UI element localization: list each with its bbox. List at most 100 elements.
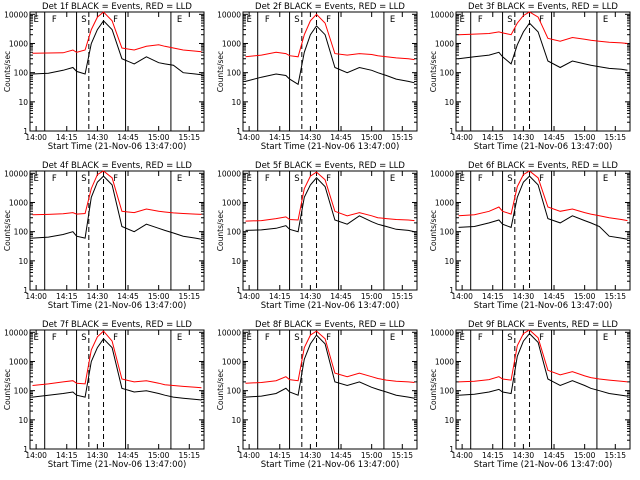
x-tick-label: 15:15 xyxy=(391,133,413,142)
plot-frame xyxy=(455,11,631,132)
x-tick-label: 14:30 xyxy=(300,451,322,460)
panel-det-5: Det 5f BLACK = Events, RED = LLD E F S F E 1 10… xyxy=(216,161,418,311)
y-tick-label: 1000 xyxy=(9,198,28,207)
y-tick-label: 10000 xyxy=(430,328,454,337)
y-tick-label: 1000 xyxy=(435,198,454,207)
x-tick-label: 14:45 xyxy=(543,451,565,460)
x-tick-label: 15:00 xyxy=(574,133,596,142)
x-tick-label: 15:15 xyxy=(178,451,200,460)
x-tick-label: 14:15 xyxy=(269,451,291,460)
y-tick-label: 1000 xyxy=(435,357,454,366)
y-axis-label: Counts/sec xyxy=(429,51,438,92)
plot-frame xyxy=(29,170,205,291)
lld-series-line xyxy=(245,330,415,384)
zone-label: S xyxy=(294,333,299,343)
x-tick-label: 14:45 xyxy=(117,292,139,301)
zone-label: E xyxy=(459,333,464,343)
x-tick-label: 14:00 xyxy=(451,133,473,142)
y-tick-label: 1 xyxy=(236,445,241,454)
panel-title: Det 7f BLACK = Events, RED = LLD xyxy=(42,320,192,330)
events-series-line xyxy=(245,25,415,86)
x-tick-label: 14:15 xyxy=(482,292,504,301)
zone-label: S xyxy=(507,333,512,343)
panel-det-1: Det 1f BLACK = Events, RED = LLD E F S F E 1 10… xyxy=(3,2,205,152)
zone-label: E xyxy=(246,174,251,184)
lld-series-line xyxy=(32,330,202,389)
x-tick-label: 14:00 xyxy=(238,451,260,460)
y-tick-label: 100 xyxy=(227,69,242,78)
x-axis-label: Start Time (21-Nov-06 13:47:00) xyxy=(474,460,613,470)
x-tick-label: 15:15 xyxy=(391,292,413,301)
y-tick-label: 10 xyxy=(444,257,454,266)
panel-title: Det 2f BLACK = Events, RED = LLD xyxy=(255,2,405,12)
zone-label: F xyxy=(113,333,118,343)
y-tick-label: 100 xyxy=(14,69,29,78)
x-axis-label: Start Time (21-Nov-06 13:47:00) xyxy=(48,460,187,470)
y-axis-label: Counts/sec xyxy=(216,210,225,251)
y-tick-label: 10 xyxy=(18,416,28,425)
plot-frame xyxy=(242,329,418,450)
panel-det-6: Det 6f BLACK = Events, RED = LLD E F S F E 1 10… xyxy=(429,161,631,311)
zone-label: E xyxy=(390,333,395,343)
panel-title: Det 6f BLACK = Events, RED = LLD xyxy=(468,161,618,171)
x-tick-label: 14:45 xyxy=(330,292,352,301)
zone-label: F xyxy=(539,15,544,25)
panel-title: Det 9f BLACK = Events, RED = LLD xyxy=(468,320,618,330)
panel-title: Det 5f BLACK = Events, RED = LLD xyxy=(255,161,405,171)
x-tick-label: 14:15 xyxy=(482,451,504,460)
y-tick-label: 1000 xyxy=(222,198,241,207)
x-tick-label: 15:00 xyxy=(361,133,383,142)
y-tick-label: 10 xyxy=(444,98,454,107)
zone-label: F xyxy=(265,333,270,343)
zone-label: F xyxy=(478,15,483,25)
y-tick-label: 1000 xyxy=(9,357,28,366)
zone-label: S xyxy=(81,333,86,343)
zone-label: S xyxy=(294,174,299,184)
events-series-line xyxy=(458,332,628,397)
lld-series-line xyxy=(458,11,628,44)
y-axis-label: Counts/sec xyxy=(3,210,12,251)
plot-frame xyxy=(29,329,205,450)
panel-det-3: Det 3f BLACK = Events, RED = LLD E F S F E 1 10… xyxy=(429,2,631,152)
x-tick-label: 15:00 xyxy=(361,292,383,301)
x-tick-label: 14:00 xyxy=(451,292,473,301)
zone-label: F xyxy=(478,333,483,343)
x-tick-label: 14:15 xyxy=(482,133,504,142)
y-axis-label: Counts/sec xyxy=(429,210,438,251)
zone-label: E xyxy=(177,15,182,25)
lld-series-line xyxy=(245,171,415,222)
x-tick-label: 14:30 xyxy=(300,292,322,301)
x-tick-label: 15:15 xyxy=(178,133,200,142)
y-tick-label: 1 xyxy=(449,286,454,295)
x-tick-label: 14:30 xyxy=(513,133,535,142)
panel-det-8: Det 8f BLACK = Events, RED = LLD E F S F E 1 10… xyxy=(216,320,418,470)
plot-frame xyxy=(242,11,418,132)
x-axis-label: Start Time (21-Nov-06 13:47:00) xyxy=(474,142,613,152)
x-axis-label: Start Time (21-Nov-06 13:47:00) xyxy=(48,301,187,311)
zone-label: E xyxy=(390,15,395,25)
zone-label: E xyxy=(33,15,38,25)
zone-label: F xyxy=(52,333,57,343)
zone-label: E xyxy=(459,174,464,184)
x-tick-label: 15:00 xyxy=(574,451,596,460)
zone-label: E xyxy=(177,333,182,343)
y-tick-label: 10000 xyxy=(217,328,241,337)
x-tick-label: 14:30 xyxy=(513,292,535,301)
plot-frame xyxy=(242,170,418,291)
x-tick-label: 14:45 xyxy=(543,133,565,142)
zone-label: F xyxy=(539,333,544,343)
y-tick-label: 1 xyxy=(23,445,28,454)
x-tick-label: 14:15 xyxy=(269,133,291,142)
y-tick-label: 1000 xyxy=(222,39,241,48)
x-tick-label: 15:00 xyxy=(574,292,596,301)
x-tick-label: 14:45 xyxy=(330,451,352,460)
zone-label: E xyxy=(246,333,251,343)
x-tick-label: 14:30 xyxy=(87,292,109,301)
lld-series-line xyxy=(32,11,202,54)
zone-label: S xyxy=(294,15,299,25)
x-tick-label: 14:45 xyxy=(117,133,139,142)
y-tick-label: 1000 xyxy=(435,39,454,48)
x-axis-label: Start Time (21-Nov-06 13:47:00) xyxy=(261,301,400,311)
lld-series-line xyxy=(458,170,628,222)
lld-series-line xyxy=(245,13,415,61)
